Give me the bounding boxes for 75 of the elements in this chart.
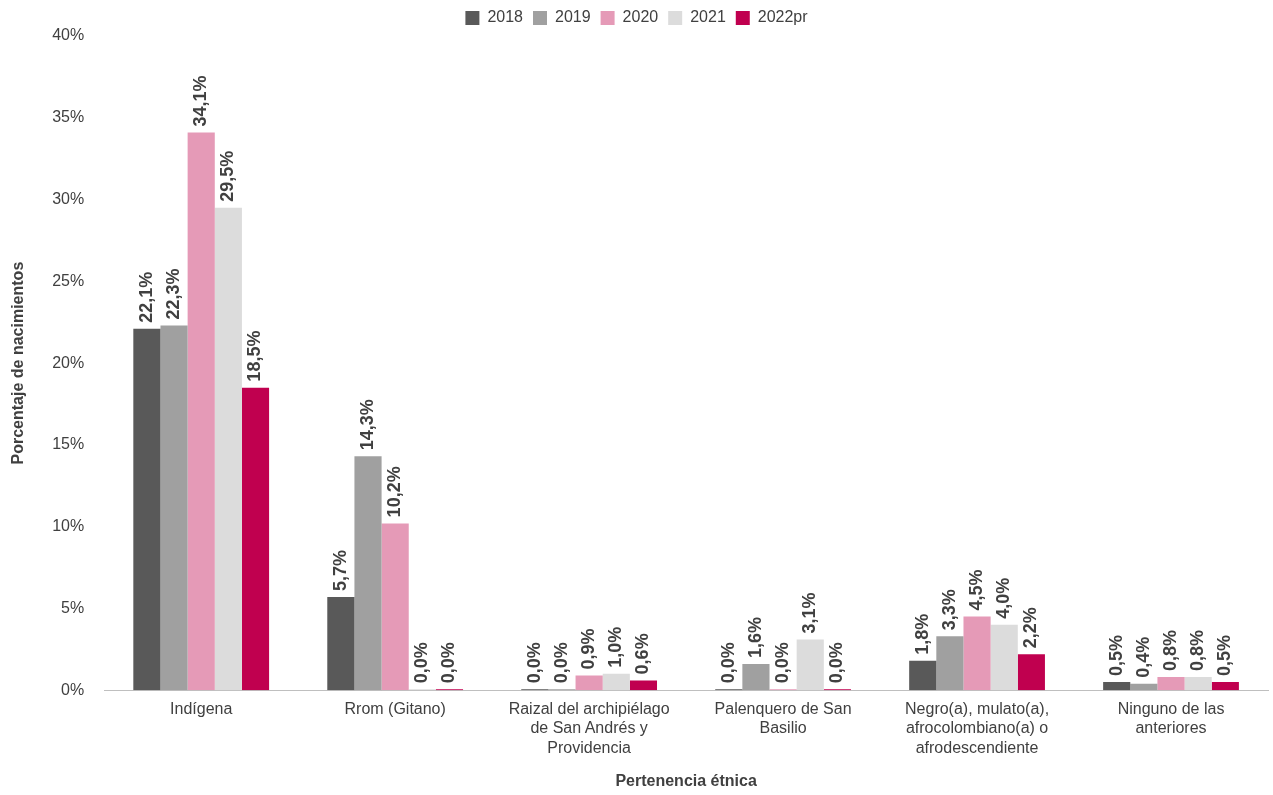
data-label: 0,5%: [1214, 634, 1235, 677]
y-tick-label: 5%: [61, 598, 85, 616]
data-label: 0,0%: [523, 642, 544, 684]
y-tick-label: 0%: [61, 680, 85, 698]
data-label: 0,4%: [1132, 636, 1153, 678]
bar: [160, 325, 188, 691]
y-axis-title: Porcentaje de nacimientos: [9, 261, 27, 465]
x-axis-title: Pertenencia étnica: [615, 771, 757, 789]
bar: [381, 523, 409, 691]
bar: [327, 596, 355, 691]
legend-label: 2020: [622, 8, 659, 26]
data-label: 5,7%: [329, 549, 350, 591]
data-label: 0,0%: [550, 642, 571, 684]
bar: [796, 639, 824, 691]
bar: [354, 456, 382, 691]
data-label: 0,0%: [772, 642, 793, 684]
bar: [909, 660, 937, 691]
bar: [1017, 654, 1045, 691]
data-label: 1,8%: [911, 613, 932, 655]
data-label: 3,1%: [799, 592, 820, 634]
data-label: 0,0%: [411, 642, 432, 684]
data-label: 0,0%: [438, 642, 459, 684]
bar: [629, 680, 658, 691]
data-label: 2,2%: [1020, 607, 1041, 649]
y-tick-label: 20%: [52, 353, 85, 371]
y-tick-label: 25%: [52, 271, 85, 289]
x-tick-label: Rrom (Gitano): [344, 700, 446, 718]
x-tick-label: Raizal del archipiélago de San Andrés y Providencia: [508, 700, 670, 756]
data-label: 22,1%: [135, 271, 156, 323]
x-tick-label: Indígena: [170, 700, 233, 718]
data-label: 0,6%: [632, 633, 653, 675]
data-label: 1,6%: [744, 617, 765, 659]
bar: [214, 207, 242, 691]
bar: [936, 636, 964, 691]
bar: [963, 616, 991, 691]
data-label: 0,0%: [717, 642, 738, 684]
y-tick-label: 30%: [52, 189, 85, 207]
data-label: 0,5%: [1105, 634, 1126, 677]
y-tick-label: 10%: [52, 517, 85, 535]
bar: [1211, 682, 1239, 691]
y-tick-label: 15%: [52, 435, 85, 453]
legend-label: 2018: [487, 8, 524, 26]
bar: [990, 624, 1018, 691]
bar: [742, 664, 770, 691]
data-label: 0,9%: [578, 628, 599, 670]
data-label: 22,3%: [163, 268, 184, 320]
bar: [241, 387, 270, 691]
bar: [1184, 677, 1212, 691]
x-tick-label: Ninguno de las anteriores: [1117, 700, 1225, 737]
bar: [1103, 682, 1131, 691]
data-label: 1,0%: [605, 626, 626, 668]
data-label: 14,3%: [356, 399, 377, 451]
bar: [1130, 683, 1158, 691]
bar: [133, 328, 161, 691]
bar: [602, 673, 630, 691]
data-label: 4,0%: [993, 577, 1014, 619]
legend-label: 2021: [690, 8, 726, 26]
x-tick-label: Negro(a), mulato(a), afrocolombiano(a) o afrodescendiente: [905, 700, 1050, 756]
legend-label: 2022pr: [757, 8, 809, 26]
legend-label: 2019: [555, 8, 591, 26]
data-label: 0,0%: [826, 642, 847, 684]
data-label: 0,8%: [1159, 630, 1180, 672]
bar: [1157, 677, 1185, 691]
y-tick-label: 35%: [52, 108, 85, 126]
data-label: 34,1%: [190, 75, 211, 127]
data-label: 18,5%: [244, 330, 265, 382]
data-label: 3,3%: [938, 589, 959, 631]
bar: [187, 132, 215, 691]
y-tick-label: 40%: [52, 26, 85, 44]
data-label: 4,5%: [966, 569, 987, 611]
data-label: 29,5%: [217, 150, 238, 202]
bar: [575, 675, 603, 691]
data-label: 0,8%: [1187, 630, 1208, 672]
x-tick-label: Palenquero de San Basilio: [714, 700, 852, 737]
data-label: 10,2%: [384, 466, 405, 518]
